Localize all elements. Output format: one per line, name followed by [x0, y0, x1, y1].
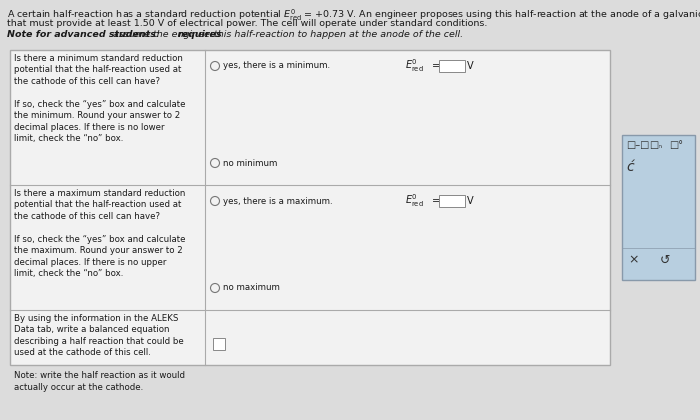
- Text: assume the engineer: assume the engineer: [113, 30, 217, 39]
- Text: yes, there is a maximum.: yes, there is a maximum.: [223, 197, 332, 205]
- Bar: [10, 50, 610, 365]
- Text: yes, there is a minimum.: yes, there is a minimum.: [223, 61, 330, 71]
- Bar: [439, 60, 465, 72]
- Bar: [439, 195, 465, 207]
- Text: □°: □°: [669, 140, 683, 150]
- Text: =: =: [432, 196, 440, 206]
- Text: that must provide at least 1.50 V of electrical power. The cell will operate und: that must provide at least 1.50 V of ele…: [7, 19, 487, 28]
- Bar: [213, 338, 225, 350]
- Text: no minimum: no minimum: [223, 158, 277, 168]
- Text: ×: ×: [628, 254, 638, 267]
- Text: requires: requires: [178, 30, 223, 39]
- Text: $E^{0}_{\mathrm{red}}$: $E^{0}_{\mathrm{red}}$: [405, 193, 424, 210]
- Text: By using the information in the ALEKS
Data tab, write a balanced equation
descri: By using the information in the ALEKS Da…: [14, 314, 185, 392]
- Text: Note for advanced students:: Note for advanced students:: [7, 30, 163, 39]
- Text: this half-reaction to happen at the anode of the cell.: this half-reaction to happen at the anod…: [211, 30, 463, 39]
- Text: V: V: [467, 61, 474, 71]
- Text: V: V: [467, 196, 474, 206]
- Bar: [622, 135, 695, 280]
- Text: ć: ć: [626, 160, 634, 174]
- Text: ↺: ↺: [660, 254, 671, 267]
- Text: □–□: □–□: [626, 140, 650, 150]
- Text: Is there a maximum standard reduction
potential that the half-reaction used at
t: Is there a maximum standard reduction po…: [14, 189, 186, 278]
- Text: Is there a minimum standard reduction
potential that the half-reaction used at
t: Is there a minimum standard reduction po…: [14, 54, 186, 143]
- Text: no maximum: no maximum: [223, 284, 280, 292]
- Text: A certain half-reaction has a standard reduction potential $E^{0}_{\mathrm{red}}: A certain half-reaction has a standard r…: [7, 8, 700, 23]
- Text: $E^{0}_{\mathrm{red}}$: $E^{0}_{\mathrm{red}}$: [405, 58, 424, 74]
- Text: =: =: [432, 61, 440, 71]
- Text: □ₙ: □ₙ: [649, 140, 662, 150]
